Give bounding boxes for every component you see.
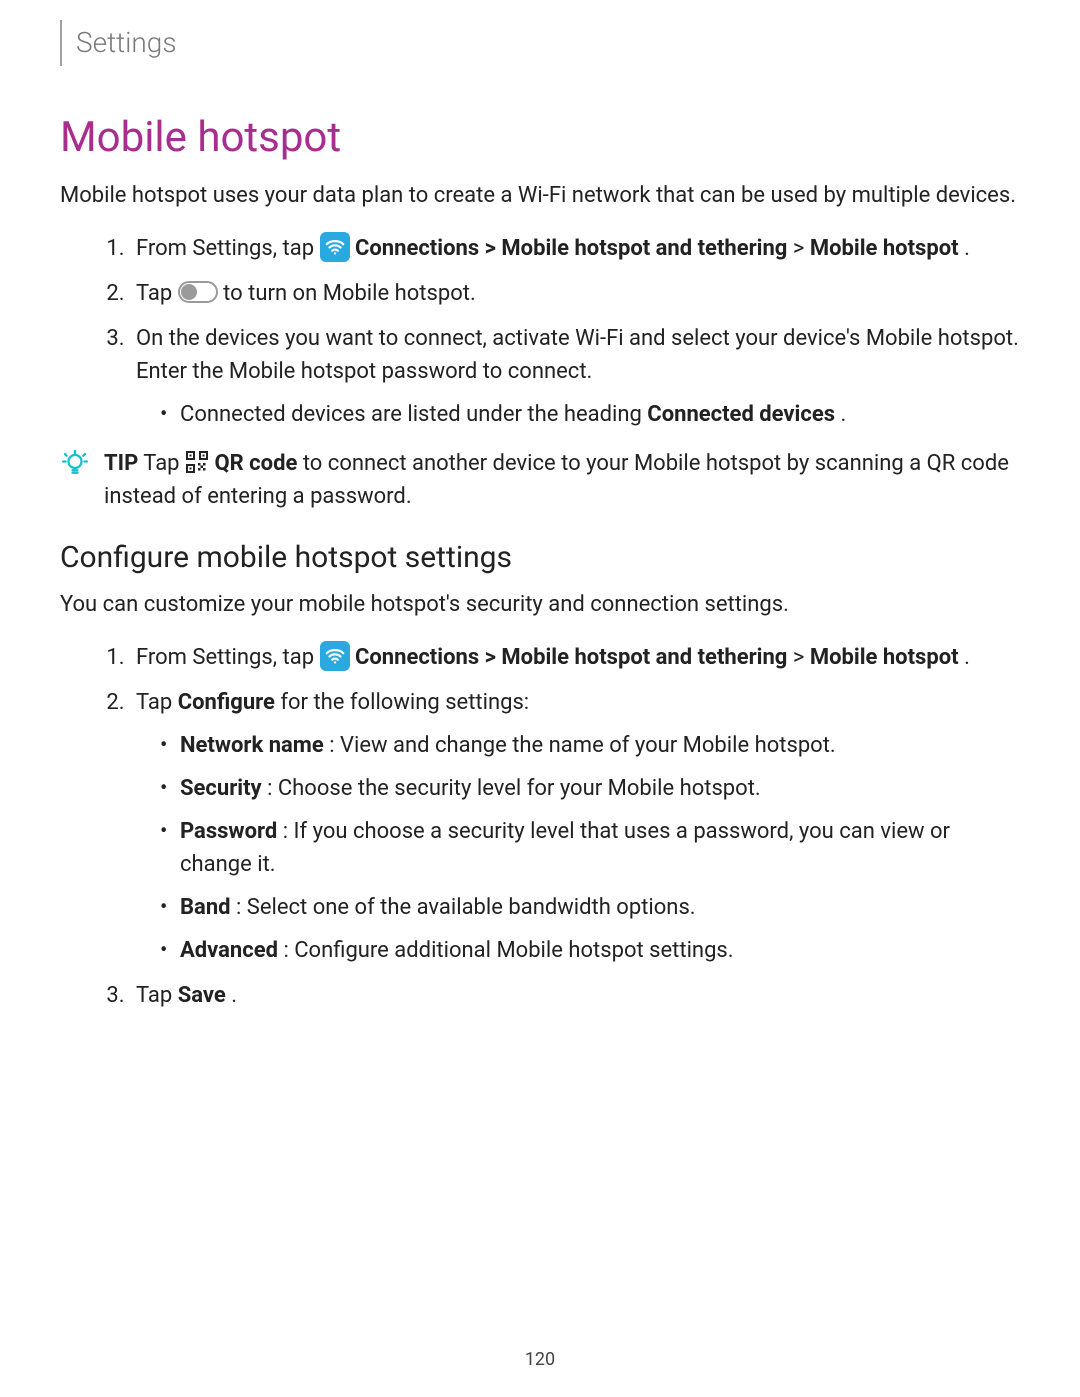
sub-prefix: Connected devices are listed under the h… — [180, 402, 647, 427]
mht-label: Mobile hotspot and tethering — [501, 236, 787, 261]
sep: > — [485, 645, 502, 670]
tip-label: TIP — [104, 451, 138, 476]
connections-label: Connections — [355, 236, 479, 261]
wifi-icon — [320, 232, 350, 262]
opt-band: Band : Select one of the available bandw… — [160, 891, 1020, 924]
mh-label: Mobile hotspot — [810, 236, 959, 261]
s2-step-2-suffix: for the following settings: — [280, 690, 529, 715]
header: Settings — [60, 20, 1020, 66]
s2-step-3-prefix: Tap — [136, 983, 178, 1008]
opt-label: Network name — [180, 733, 324, 758]
period: . — [964, 645, 970, 670]
wifi-icon — [320, 641, 350, 671]
opt-label: Security — [180, 776, 262, 801]
opt-security: Security : Choose the security level for… — [160, 772, 1020, 805]
step-3-text: On the devices you want to connect, acti… — [136, 326, 1019, 384]
mh-label: Mobile hotspot — [810, 645, 959, 670]
opt-label: Advanced — [180, 938, 278, 963]
section-2-intro: You can customize your mobile hotspot's … — [60, 588, 1020, 621]
opt-advanced: Advanced : Configure additional Mobile h… — [160, 934, 1020, 967]
step-3: On the devices you want to connect, acti… — [130, 322, 1020, 431]
qr-code-label: QR code — [214, 451, 297, 476]
period: . — [841, 402, 847, 427]
s2-step-3: Tap Save . — [130, 979, 1020, 1012]
s2-step-1: From Settings, tap Connections > Mobile … — [130, 641, 1020, 674]
opt-desc: : Configure additional Mobile hotspot se… — [283, 938, 733, 963]
page-number: 120 — [0, 1346, 1080, 1373]
opt-label: Password — [180, 819, 277, 844]
opt-password: Password : If you choose a security leve… — [160, 815, 1020, 881]
s2-step-2-prefix: Tap — [136, 690, 178, 715]
breadcrumb: Settings — [76, 22, 177, 64]
step-2-prefix: Tap — [136, 281, 178, 306]
section-2-title: Configure mobile hotspot settings — [60, 535, 1020, 580]
connections-label: Connections — [355, 645, 479, 670]
sep: > — [485, 236, 502, 261]
step-2-suffix: to turn on Mobile hotspot. — [223, 281, 476, 306]
step-3-sublist: Connected devices are listed under the h… — [160, 398, 1020, 431]
step-3-sub: Connected devices are listed under the h… — [160, 398, 1020, 431]
opt-desc: : Choose the security level for your Mob… — [267, 776, 761, 801]
configure-label: Configure — [178, 690, 275, 715]
qr-icon — [185, 450, 209, 474]
mht-label: Mobile hotspot and tethering — [501, 645, 787, 670]
step-1-prefix: From Settings, tap — [136, 236, 320, 261]
period: . — [231, 983, 237, 1008]
opt-desc: : Select one of the available bandwidth … — [236, 895, 696, 920]
s2-step-2: Tap Configure for the following settings… — [130, 686, 1020, 967]
sep: > — [793, 236, 810, 261]
opt-desc: : View and change the name of your Mobil… — [329, 733, 836, 758]
sep: > — [793, 645, 810, 670]
opt-label: Band — [180, 895, 231, 920]
steps-list-1: From Settings, tap Connections > Mobile … — [130, 232, 1020, 431]
steps-list-2: From Settings, tap Connections > Mobile … — [130, 641, 1020, 1012]
step-1: From Settings, tap Connections > Mobile … — [130, 232, 1020, 265]
tip-block: TIP Tap QR code to connect another devic… — [60, 447, 1020, 513]
intro-text: Mobile hotspot uses your data plan to cr… — [60, 179, 1020, 212]
toggle-icon — [178, 281, 218, 303]
tip-text: TIP Tap QR code to connect another devic… — [104, 447, 1020, 513]
opt-desc: : If you choose a security level that us… — [180, 819, 950, 877]
configure-options: Network name : View and change the name … — [160, 729, 1020, 967]
s2-step-1-prefix: From Settings, tap — [136, 645, 320, 670]
tip-prefix: Tap — [143, 451, 185, 476]
step-2: Tap to turn on Mobile hotspot. — [130, 277, 1020, 310]
lightbulb-icon — [60, 449, 90, 489]
page-title: Mobile hotspot — [60, 106, 1020, 169]
period: . — [964, 236, 970, 261]
header-divider — [60, 20, 62, 66]
connected-devices-label: Connected devices — [647, 402, 835, 427]
save-label: Save — [178, 983, 226, 1008]
opt-network-name: Network name : View and change the name … — [160, 729, 1020, 762]
